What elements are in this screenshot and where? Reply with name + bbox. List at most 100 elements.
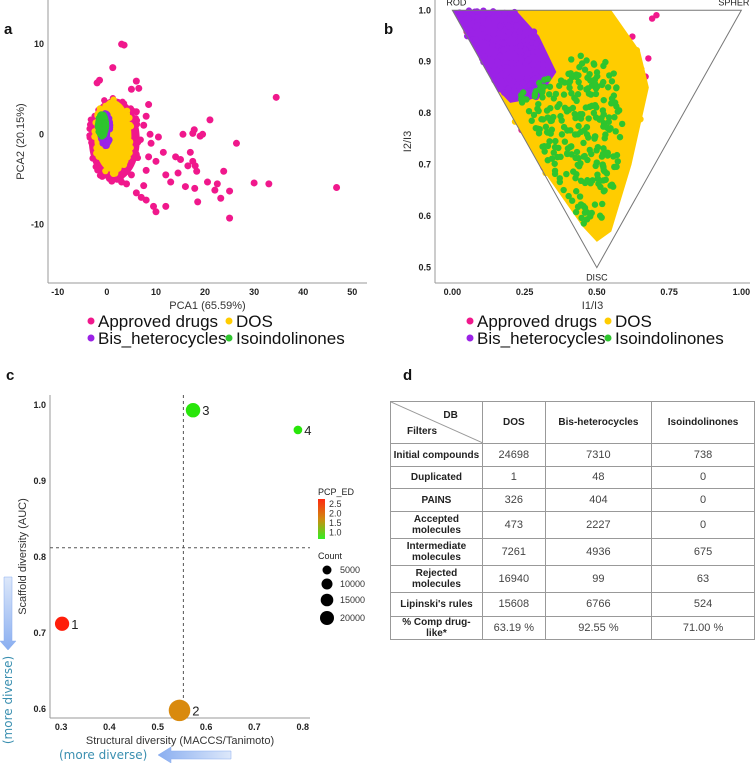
point-label: 3 bbox=[202, 403, 209, 418]
data-point-dos bbox=[564, 162, 572, 170]
table-header-row: DB Filters DOS Bis-heterocycles Isoindolinon… bbox=[390, 401, 755, 444]
data-point-isoindolinones bbox=[602, 176, 609, 183]
data-point-dos bbox=[636, 96, 643, 104]
data-point-bis_heterocycles bbox=[501, 9, 508, 17]
data-point-dos bbox=[558, 29, 565, 37]
data-point-dos bbox=[551, 55, 559, 63]
data-point-bis_heterocycles bbox=[478, 39, 486, 47]
data-point-dos bbox=[558, 64, 565, 71]
value-cell: 1 bbox=[481, 466, 546, 489]
data-point-isoindolinones bbox=[525, 107, 533, 115]
data-point-approved-drugs bbox=[145, 101, 153, 109]
data-point-bis_heterocycles bbox=[511, 31, 519, 39]
data-point-isoindolinones bbox=[580, 202, 587, 210]
data-point-isoindolinones bbox=[518, 91, 525, 99]
data-point-dos bbox=[631, 81, 638, 89]
data-point-isoindolinones bbox=[612, 128, 619, 135]
data-point-isoindolinones bbox=[585, 115, 592, 122]
point-label: 1 bbox=[71, 617, 78, 632]
data-point-isoindolinones bbox=[598, 214, 605, 221]
data-point-isoindolinones bbox=[608, 78, 616, 85]
data-point-bis_heterocycles bbox=[465, 14, 472, 22]
data-point-isoindolinones bbox=[585, 90, 593, 97]
data-point-isoindolinones bbox=[564, 150, 571, 157]
data-point-bis_heterocycles bbox=[524, 74, 531, 82]
data-point-isoindolinones bbox=[560, 123, 568, 131]
data-point-isoindolinones bbox=[577, 84, 584, 91]
filter-table: DB Filters DOS Bis-heterocycles Isoindolinon… bbox=[390, 401, 755, 640]
data-point-dos bbox=[597, 194, 605, 202]
color-legend-tick: 2.0 bbox=[329, 509, 342, 519]
data-point-approved-drugs bbox=[333, 183, 341, 191]
data-point-dos bbox=[556, 167, 564, 175]
legend-marker-approved drugs bbox=[87, 317, 95, 325]
data-point-bis_heterocycles bbox=[524, 36, 531, 44]
data-point-isoindolinones bbox=[611, 114, 618, 121]
legend-marker-bis_heterocycles bbox=[87, 334, 95, 342]
data-point-bis_heterocycles bbox=[510, 87, 518, 94]
data-point-approved drugs bbox=[86, 132, 93, 139]
legend-marker-bis_heterocycles bbox=[466, 334, 474, 342]
filter-name-cell: Lipinski's rules bbox=[390, 592, 483, 617]
data-point-approved-drugs bbox=[217, 194, 225, 202]
data-point-isoindolinones bbox=[601, 187, 608, 194]
data-point-isoindolinones bbox=[605, 114, 613, 121]
vertex-label-rod: ROD bbox=[446, 0, 467, 7]
x-more-diverse-label: (more diverse) bbox=[59, 748, 147, 762]
x-tick-label: -10 bbox=[51, 287, 64, 297]
data-point-isoindolinones bbox=[99, 132, 107, 139]
data-point-dos bbox=[619, 126, 627, 134]
data-point-bis_heterocycles bbox=[473, 8, 481, 15]
data-point-isoindolinones bbox=[568, 197, 576, 204]
data-point-dos bbox=[619, 93, 627, 101]
table-row: Intermediate molecules 7261 4936 675 bbox=[390, 538, 755, 566]
data-point-isoindolinones bbox=[580, 139, 587, 147]
data-point-bis_heterocycles bbox=[529, 61, 537, 68]
data-point-approved-drugs bbox=[108, 177, 116, 185]
value-cell: 675 bbox=[651, 538, 755, 566]
data-point-bis_heterocycles bbox=[518, 56, 525, 63]
data-point-bis_heterocycles bbox=[536, 55, 544, 62]
data-point-bis_heterocycles bbox=[501, 89, 508, 96]
column-header: Bis-heterocycles bbox=[544, 401, 653, 444]
data-point-isoindolinones bbox=[591, 101, 599, 109]
value-cell: 63 bbox=[651, 565, 755, 593]
data-point-dos bbox=[125, 123, 133, 130]
filter-name-cell: % Comp drug-like* bbox=[390, 616, 483, 640]
data-point-3 bbox=[185, 402, 201, 418]
data-point-isoindolinones bbox=[539, 94, 546, 101]
data-point-bis_heterocycles bbox=[457, 11, 464, 18]
data-point-approved-drugs bbox=[174, 169, 182, 177]
data-point-isoindolinones bbox=[594, 171, 601, 178]
data-point-bis_heterocycles bbox=[527, 81, 535, 88]
y-tick-label: 0 bbox=[39, 129, 44, 139]
data-point-dos bbox=[567, 10, 575, 18]
column-header: DOS bbox=[481, 401, 546, 444]
panel-label-d: d bbox=[403, 367, 412, 384]
data-point-isoindolinones bbox=[575, 78, 582, 86]
data-point-isoindolinones bbox=[583, 209, 591, 216]
legend-marker-isoindolinones bbox=[225, 334, 233, 342]
data-point-isoindolinones bbox=[600, 96, 607, 104]
x-tick-label: 0.00 bbox=[444, 287, 462, 297]
data-point-isoindolinones bbox=[594, 73, 601, 80]
data-point-isoindolinones bbox=[615, 107, 623, 114]
data-point-approved-drugs bbox=[146, 130, 154, 138]
data-point-approved-drugs bbox=[167, 178, 175, 186]
data-point-isoindolinones bbox=[597, 183, 604, 191]
table-row: Duplicated 1 48 0 bbox=[390, 466, 755, 489]
value-cell: 7261 bbox=[481, 538, 546, 566]
data-point-bis_heterocycles bbox=[533, 40, 540, 47]
data-point-approved drugs bbox=[653, 11, 660, 19]
value-cell: 71.00 % bbox=[651, 616, 755, 640]
data-point-bis_heterocycles bbox=[525, 56, 532, 64]
data-point-dos bbox=[618, 34, 626, 41]
value-cell: 63.19 % bbox=[481, 616, 546, 640]
data-point-dos bbox=[632, 53, 639, 60]
data-point-approved-drugs bbox=[204, 178, 211, 186]
data-point-approved-drugs bbox=[194, 198, 202, 206]
y-tick-label: 0.8 bbox=[418, 108, 431, 118]
data-point-dos bbox=[638, 65, 645, 73]
data-point-bis_heterocycles bbox=[500, 32, 507, 40]
